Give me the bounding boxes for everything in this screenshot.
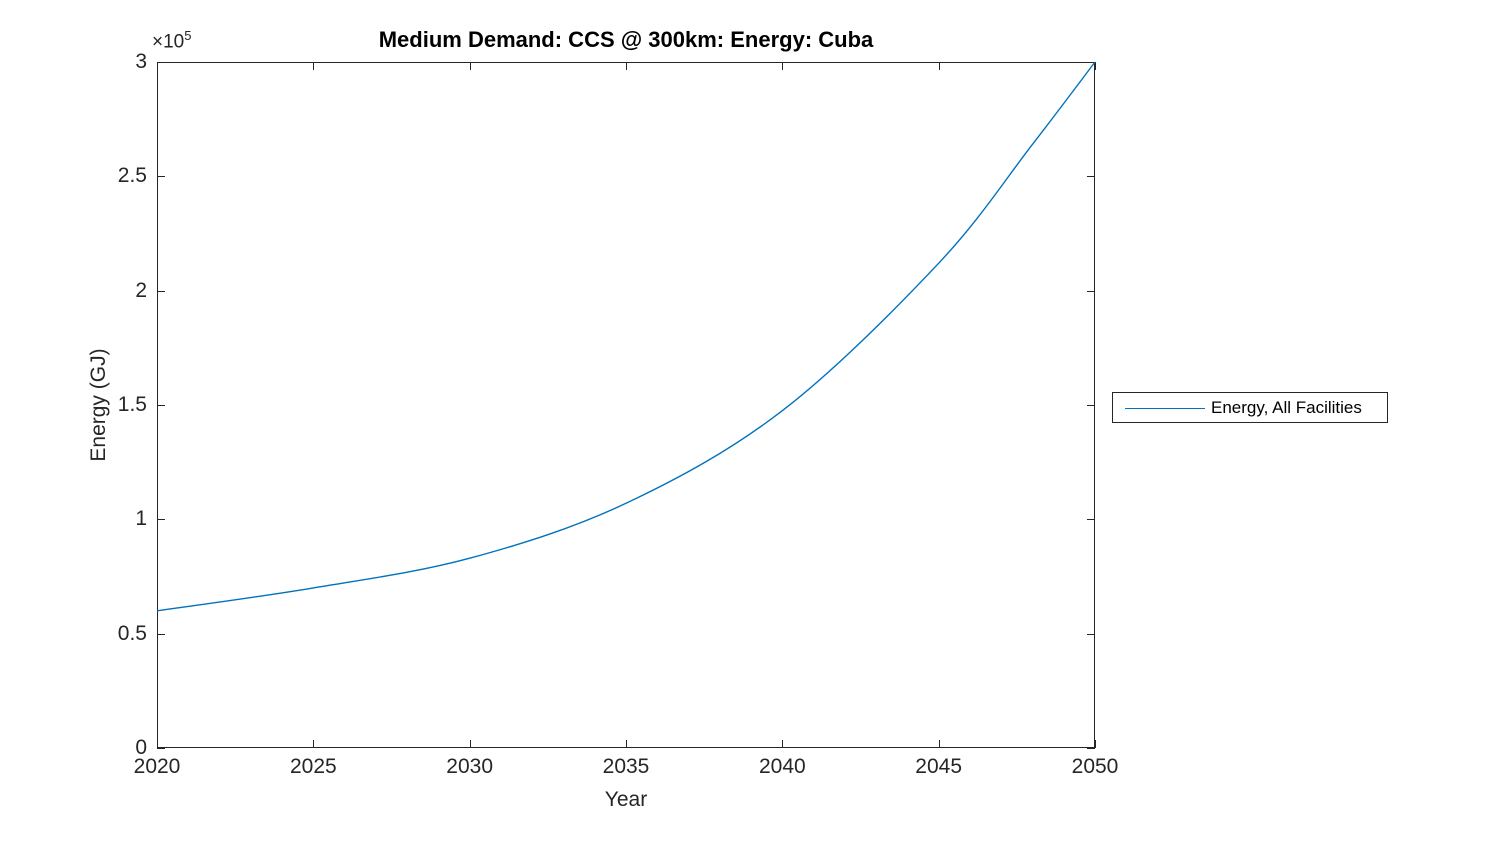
y-tick-label: 0.5 — [117, 621, 147, 645]
energy-series-line — [156, 61, 1096, 612]
legend-line-sample — [1125, 407, 1205, 409]
y-tick-label: 2 — [135, 278, 147, 302]
y-tick-label: 1.5 — [117, 393, 147, 416]
y-tick-label: 1 — [135, 507, 147, 531]
x-tick-label: 2045 — [915, 755, 963, 778]
x-tick-label: 2030 — [446, 755, 494, 778]
x-tick-label: 2020 — [133, 755, 181, 778]
legend-entry-label: Energy, All Facilities — [1211, 397, 1362, 417]
y-tick-label: 2.5 — [117, 164, 147, 188]
chart-title: Medium Demand: CCS @ 300km: Energy: Cuba — [378, 27, 874, 52]
axes-box — [157, 62, 1095, 748]
y-tick-label: 3 — [135, 50, 147, 73]
x-tick-label: 2035 — [602, 755, 650, 778]
x-axis-label: Year — [604, 788, 648, 811]
y-axis-exponent-label: ×105 — [152, 28, 192, 53]
x-tick-label: 2040 — [758, 755, 806, 778]
legend: Energy, All Facilities — [1112, 392, 1388, 423]
x-tick-label: 2050 — [1071, 755, 1119, 778]
x-tick-label: 2025 — [289, 755, 337, 778]
y-tick-label: 0 — [135, 736, 147, 759]
